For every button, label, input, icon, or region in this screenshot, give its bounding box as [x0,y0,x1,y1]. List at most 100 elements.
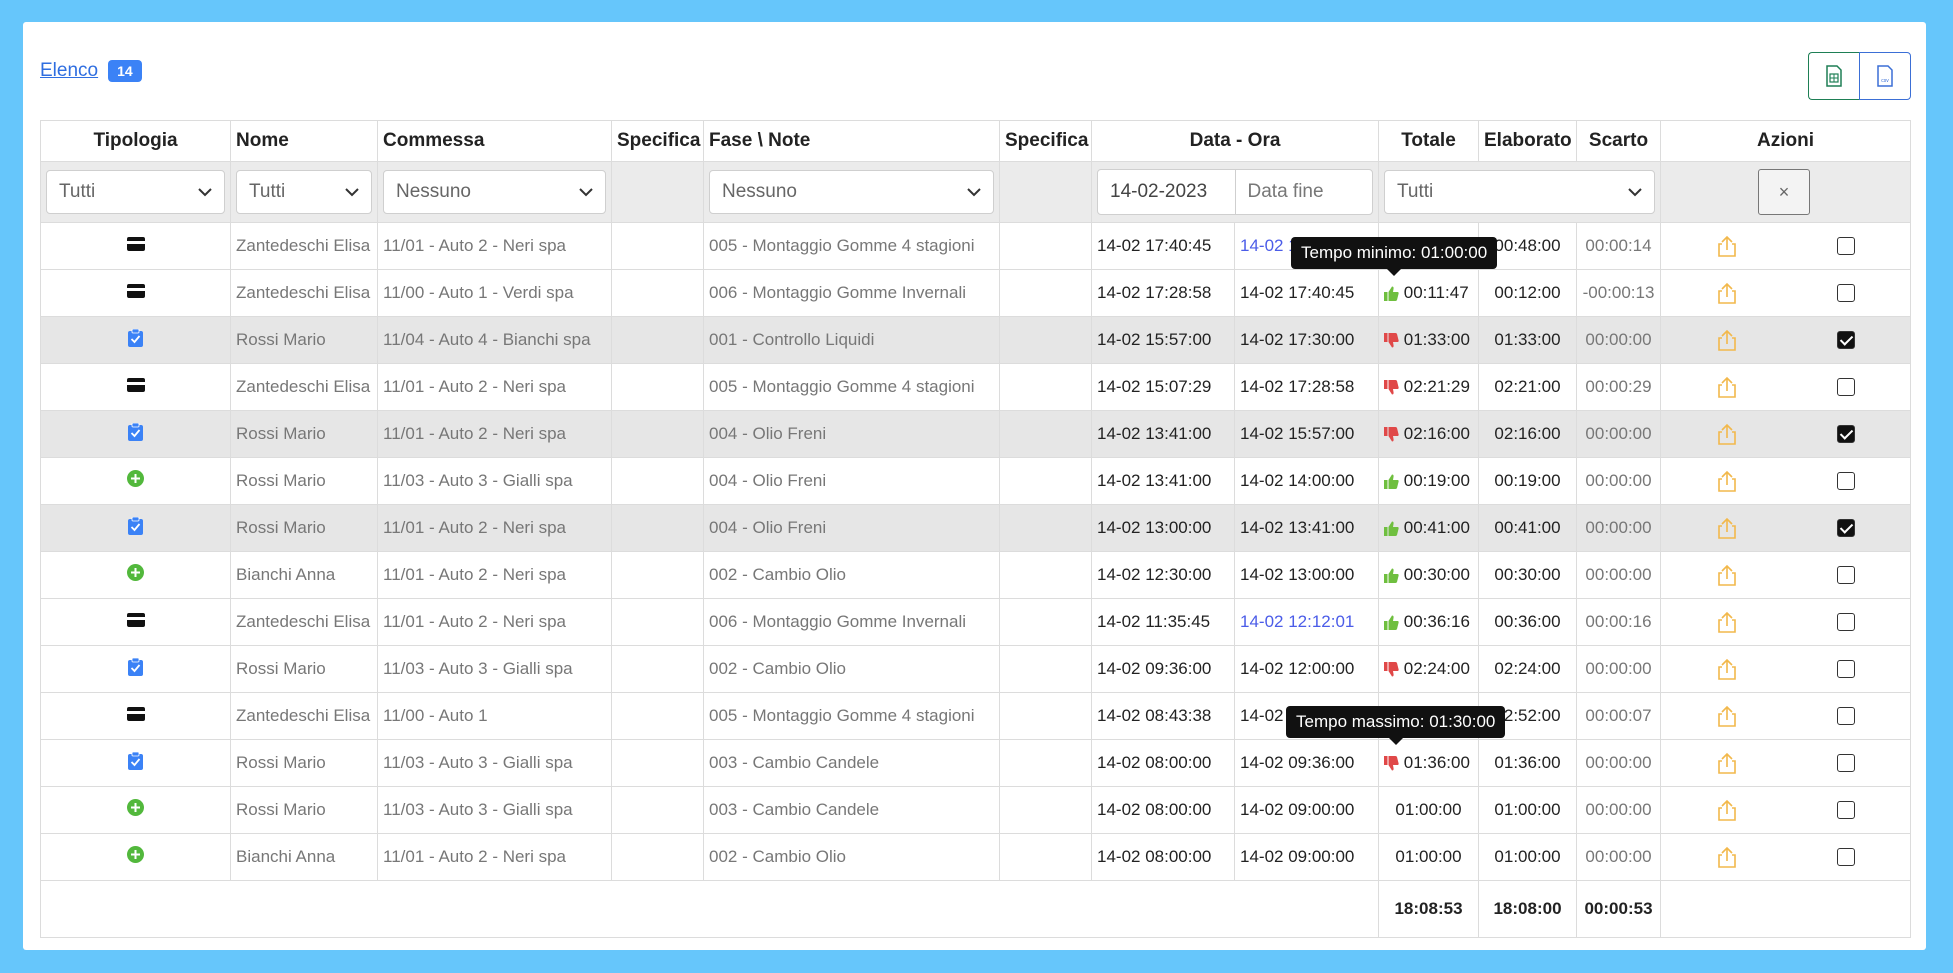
date-range: 14-02-2023 Data fine [1097,169,1373,215]
row-type [40,598,231,646]
upload-icon[interactable] [1716,282,1738,304]
row-checkbox[interactable] [1837,566,1856,584]
date-end-input[interactable]: Data fine [1234,170,1373,214]
row-totale: 02:16:00 [1378,410,1479,458]
export-excel-button[interactable] [1808,52,1859,100]
date-start-input[interactable]: 14-02-2023 [1110,181,1208,202]
row-totale-value: 01:00:00 [1395,800,1462,819]
clipboard-icon [128,422,143,441]
row-commessa: 11/01 - Auto 2 - Neri spa [377,222,612,270]
filter-tipologia-select[interactable]: Tutti [46,170,225,214]
upload-icon[interactable] [1716,658,1738,680]
row-azioni [1660,551,1911,599]
table-row[interactable]: Rossi Mario 11/01 - Auto 2 - Neri spa 004 … [40,410,1911,458]
table-row[interactable]: Bianchi Anna 11/01 - Auto 2 - Neri spa 002… [40,833,1911,881]
table-row[interactable]: Bianchi Anna 11/01 - Auto 2 - Neri spa 002… [40,551,1911,599]
table-row[interactable]: Rossi Mario 11/03 - Auto 3 - Gialli spa 00… [40,786,1911,834]
row-checkbox[interactable] [1837,519,1856,537]
activities-table: Tipologia Nome Commessa Specifica Fase \… [40,120,1911,938]
upload-icon[interactable] [1716,423,1738,445]
row-totale-value: 00:41:00 [1403,518,1470,537]
row-checkbox[interactable] [1837,707,1856,725]
row-fase: 005 - Montaggio Gomme 4 stagioni [703,363,1000,411]
table-row[interactable]: Rossi Mario 11/03 - Auto 3 - Gialli spa 00… [40,457,1911,505]
row-start: 14-02 11:35:45 [1091,598,1235,646]
table-row[interactable]: Rossi Mario 11/03 - Auto 3 - Gialli spa 00… [40,739,1911,787]
row-specifica-2 [999,598,1092,646]
table-row[interactable]: Zantedeschi Elisa 11/00 - Auto 1 - Verdi … [40,269,1911,317]
row-end: 14-02 13:41:00 [1234,504,1379,552]
row-commessa: 11/00 - Auto 1 - Verdi spa [377,269,612,317]
row-checkbox[interactable] [1837,660,1856,678]
col-specifica: Specifica [611,120,704,162]
row-totale: 01:00:00 [1378,786,1479,834]
upload-icon[interactable] [1716,564,1738,586]
filter-totale-select[interactable]: Tutti [1384,170,1655,214]
export-csv-button[interactable]: csv [1859,52,1911,100]
table-row[interactable]: Rossi Mario 11/03 - Auto 3 - Gialli spa 00… [40,645,1911,693]
row-specifica [611,457,704,505]
row-checkbox[interactable] [1837,754,1856,772]
row-checkbox[interactable] [1837,801,1856,819]
table-row[interactable]: Zantedeschi Elisa 11/01 - Auto 2 - Neri s… [40,363,1911,411]
filter-empty [611,161,704,223]
row-totale: 00:11:47 [1378,269,1479,317]
upload-icon[interactable] [1716,517,1738,539]
thumbs-down-icon [1384,380,1399,395]
row-commessa: 11/03 - Auto 3 - Gialli spa [377,786,612,834]
row-totale: 01:00:00 [1378,833,1479,881]
table-row[interactable]: Zantedeschi Elisa 11/00 - Auto 1 005 - Mon… [40,692,1911,740]
filter-date-cell: 14-02-2023 Data fine [1091,161,1379,223]
table-row[interactable]: Zantedeschi Elisa 11/01 - Auto 2 - Neri s… [40,598,1911,646]
row-checkbox[interactable] [1837,284,1856,302]
col-scarto: Scarto [1576,120,1661,162]
row-azioni [1660,833,1911,881]
row-nome: Zantedeschi Elisa [230,269,378,317]
row-start: 14-02 13:41:00 [1091,410,1235,458]
row-commessa: 11/03 - Auto 3 - Gialli spa [377,457,612,505]
row-type [40,786,231,834]
row-checkbox[interactable] [1837,331,1856,349]
row-elaborato: 02:16:00 [1478,410,1577,458]
row-specifica-2 [999,739,1092,787]
upload-icon[interactable] [1716,470,1738,492]
table-row[interactable]: Rossi Mario 11/04 - Auto 4 - Bianchi spa 0… [40,316,1911,364]
row-checkbox[interactable] [1837,472,1856,490]
filter-commessa-select[interactable]: Nessuno [383,170,606,214]
filter-tipologia-cell: Tutti [40,161,231,223]
col-nome: Nome [230,120,378,162]
row-azioni [1660,504,1911,552]
upload-icon[interactable] [1716,752,1738,774]
row-totale: 01:33:00 [1378,316,1479,364]
row-azioni [1660,457,1911,505]
row-specifica-2 [999,786,1092,834]
table-row[interactable]: Rossi Mario 11/01 - Auto 2 - Neri spa 004 … [40,504,1911,552]
row-checkbox[interactable] [1837,613,1856,631]
row-checkbox[interactable] [1837,425,1856,443]
filter-nome-select[interactable]: Tutti [236,170,372,214]
table-row[interactable]: Zantedeschi Elisa 11/01 - Auto 2 - Neri s… [40,222,1911,270]
row-specifica-2 [999,269,1092,317]
row-scarto: 00:00:00 [1576,316,1661,364]
row-checkbox[interactable] [1837,378,1856,396]
plus-circle-icon [127,799,144,816]
row-start: 14-02 08:00:00 [1091,833,1235,881]
clear-filters-button[interactable]: × [1758,169,1810,215]
upload-icon[interactable] [1716,705,1738,727]
row-totale-value: 02:24:00 [1403,659,1470,678]
thumbs-down-icon [1384,333,1399,348]
row-checkbox[interactable] [1837,848,1856,866]
thumbs-up-icon [1384,286,1399,302]
upload-icon[interactable] [1716,376,1738,398]
row-checkbox[interactable] [1837,237,1856,255]
filter-fase-select[interactable]: Nessuno [709,170,994,214]
upload-icon[interactable] [1716,846,1738,868]
row-elaborato: 00:36:00 [1478,598,1577,646]
row-azioni [1660,598,1911,646]
row-elaborato: 01:00:00 [1478,786,1577,834]
upload-icon[interactable] [1716,329,1738,351]
upload-icon[interactable] [1716,235,1738,257]
upload-icon[interactable] [1716,611,1738,633]
elenco-link[interactable]: Elenco [40,60,99,81]
upload-icon[interactable] [1716,799,1738,821]
